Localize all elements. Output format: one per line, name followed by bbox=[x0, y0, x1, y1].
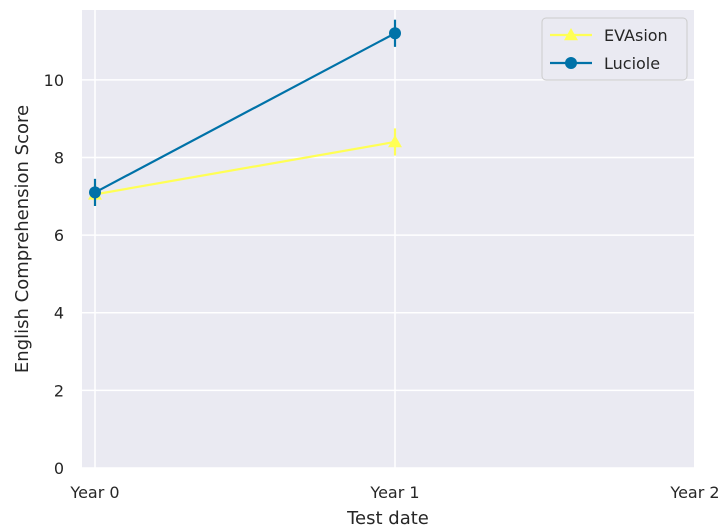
x-axis-label: Test date bbox=[346, 508, 429, 528]
plot-background bbox=[82, 10, 694, 468]
y-tick-label: 0 bbox=[54, 459, 64, 478]
legend-swatch-marker bbox=[565, 57, 577, 69]
x-tick-label: Year 2 bbox=[669, 483, 719, 502]
data-point bbox=[89, 186, 101, 199]
y-axis-label: English Comprehension Score bbox=[12, 105, 33, 373]
x-tick-label: Year 0 bbox=[69, 483, 119, 502]
series-luciole bbox=[89, 19, 401, 207]
legend-entry: EVAsion bbox=[604, 26, 668, 45]
y-tick-label: 4 bbox=[54, 304, 64, 323]
x-tick-labels: Year 0 Year 1 Year 2 bbox=[69, 483, 719, 502]
series-line bbox=[94, 32, 396, 194]
x-tick-label: Year 1 bbox=[369, 483, 419, 502]
y-tick-label: 2 bbox=[54, 381, 64, 400]
legend-box bbox=[541, 17, 688, 81]
series-line bbox=[94, 140, 396, 196]
data-point bbox=[388, 134, 402, 148]
legend-entry: Luciole bbox=[604, 54, 660, 73]
legend: EVAsion Luciole bbox=[541, 17, 688, 81]
y-tick-label: 10 bbox=[44, 71, 64, 90]
legend-swatch-marker bbox=[564, 28, 578, 41]
y-tick-label: 8 bbox=[54, 148, 64, 167]
series-layer bbox=[88, 19, 402, 207]
data-point bbox=[389, 27, 401, 40]
y-tick-labels: 0 2 4 6 8 10 bbox=[44, 71, 64, 478]
y-tick-label: 6 bbox=[54, 226, 64, 245]
grid bbox=[82, 10, 696, 469]
